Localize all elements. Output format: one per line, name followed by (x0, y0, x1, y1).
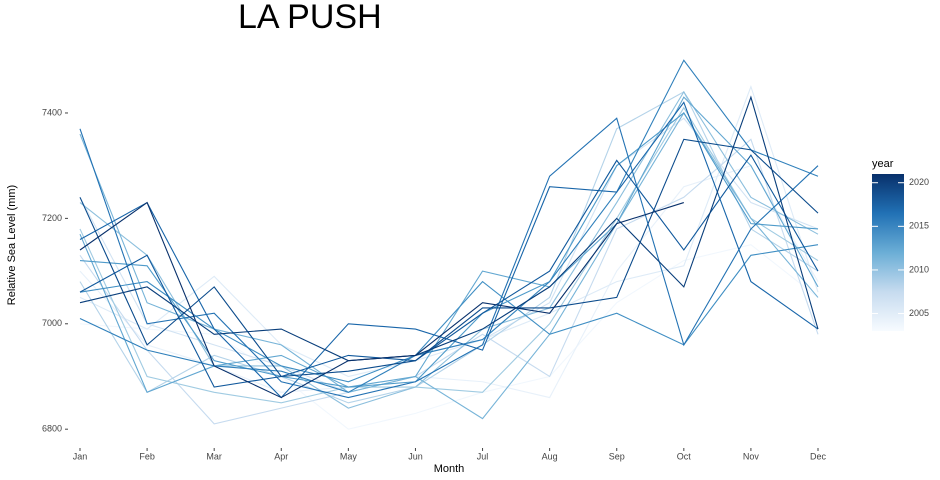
series-line (79, 138, 819, 378)
series-line (79, 201, 684, 399)
x-tick-label: Jul (477, 451, 489, 461)
series-line (79, 96, 819, 394)
x-tick-label: Feb (139, 451, 155, 461)
x-tick-label: May (340, 451, 358, 461)
x-tick-label: Sep (609, 451, 625, 461)
series-line (79, 90, 819, 409)
x-tick-label: Jan (73, 451, 88, 461)
colorbar (872, 174, 904, 331)
series-line (79, 244, 819, 383)
colorbar-label: 2010 (909, 264, 929, 274)
series-line (79, 165, 819, 399)
y-axis-title: Relative Sea Level (mm) (6, 185, 18, 305)
series-line (79, 138, 819, 425)
x-tick-label: Dec (810, 451, 827, 461)
x-tick-label: Aug (542, 451, 558, 461)
series-line (79, 112, 819, 388)
x-axis-title: Month (434, 463, 465, 475)
series-line (79, 95, 819, 362)
colorbar-label: 2005 (909, 308, 929, 318)
series-line (79, 84, 819, 378)
series-line (79, 154, 819, 388)
legend-title: year (872, 158, 894, 170)
y-tick-label: 6800 (42, 424, 62, 434)
chart-title: LA PUSH (238, 0, 382, 36)
x-tick-label: Apr (274, 451, 288, 461)
colorbar-label: 2020 (909, 177, 929, 187)
series-line (79, 59, 819, 393)
series-line (79, 117, 819, 399)
x-tick-label: Oct (677, 451, 692, 461)
series-line (79, 244, 819, 430)
y-tick-label: 7200 (42, 213, 62, 223)
series-line (79, 111, 819, 420)
series-line (79, 106, 819, 404)
x-tick-label: Jun (408, 451, 423, 461)
x-tick-label: Nov (743, 451, 760, 461)
y-tick-label: 7400 (42, 107, 62, 117)
colorbar-label: 2015 (909, 221, 929, 231)
series-line (79, 91, 819, 404)
x-tick-label: Mar (206, 451, 222, 461)
y-tick-label: 7000 (42, 318, 62, 328)
series-line (79, 101, 819, 399)
